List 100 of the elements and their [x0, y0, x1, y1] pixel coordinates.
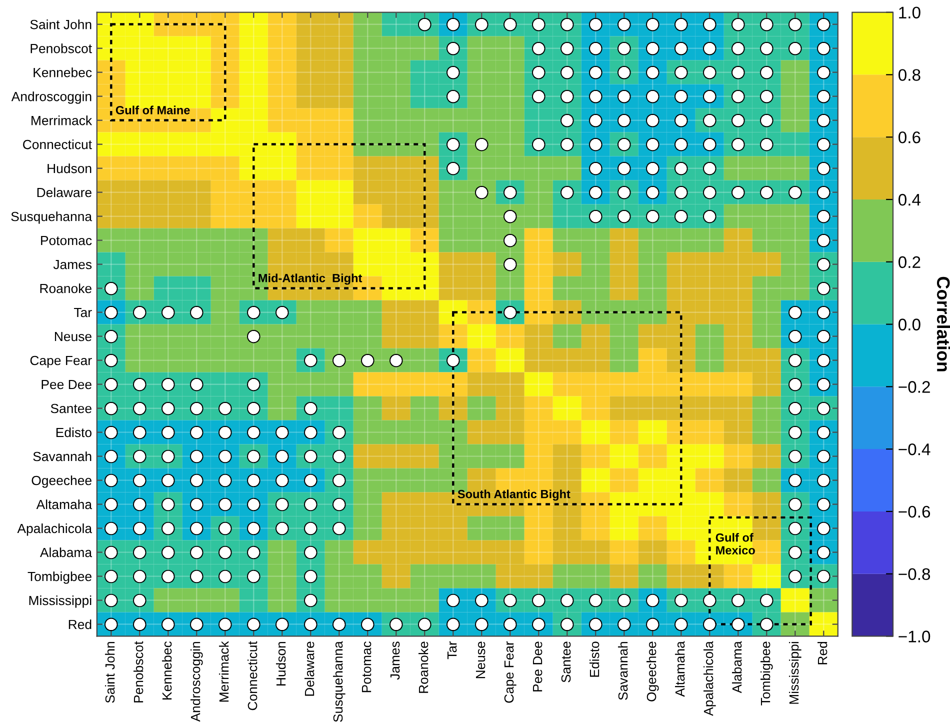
data-label: ● [448, 594, 459, 606]
data-label: ● [647, 42, 658, 54]
data-label: ● [562, 42, 573, 54]
data-label: ● [248, 402, 260, 414]
data-label: ● [704, 162, 716, 174]
data-label: ● [106, 594, 117, 606]
data-label: ● [106, 282, 117, 294]
data-label: ● [676, 18, 687, 30]
y-tick-label: Cape Fear [30, 356, 92, 368]
data-label: ● [476, 138, 488, 150]
data-label: ● [818, 354, 830, 366]
data-label: ● [562, 618, 573, 630]
data-label: ● [647, 138, 658, 150]
data-label: ● [790, 306, 801, 318]
x-tick-label: Potomac [362, 641, 372, 692]
data-label: ● [276, 426, 288, 438]
data-label: ● [618, 618, 630, 630]
y-tick-label: Neuse [54, 332, 92, 342]
data-label: ● [162, 426, 174, 438]
data-label: ● [362, 618, 374, 630]
data-label: ● [676, 138, 687, 150]
y-tick-label: Susquehanna [11, 211, 92, 224]
data-label: ● [134, 426, 146, 438]
data-label: ● [818, 234, 830, 246]
data-label: ● [818, 90, 830, 102]
data-label: ● [818, 186, 830, 198]
data-label: ● [590, 114, 602, 126]
data-label: ● [790, 186, 801, 198]
data-label: ● [248, 426, 260, 438]
data-label: ● [334, 354, 345, 366]
data-label: ● [162, 522, 174, 534]
data-label: ● [220, 426, 231, 438]
y-tick-label: Ogeechee [32, 475, 92, 488]
data-label: ● [647, 66, 658, 78]
data-label: ● [220, 522, 231, 534]
data-label: ● [790, 522, 801, 534]
data-label: ● [790, 546, 801, 558]
data-label: ● [448, 90, 459, 102]
data-label: ● [676, 186, 687, 198]
data-label: ● [590, 138, 602, 150]
data-label: ● [590, 210, 602, 222]
data-label: ● [191, 618, 202, 630]
data-label: ● [106, 306, 117, 318]
y-tick-label: Altamaha [36, 499, 92, 510]
data-label: ● [390, 618, 402, 630]
data-label: ● [618, 210, 630, 222]
y-tick-label: Apalachicola [17, 523, 92, 536]
color-bar-label: 0.8 [898, 69, 920, 81]
x-tick-label: Hudson [276, 642, 286, 686]
data-label: ● [334, 522, 345, 534]
data-label: ● [790, 42, 801, 54]
data-label: ● [476, 18, 488, 30]
data-label: ● [448, 354, 459, 366]
color-bar-label: 0.4 [898, 194, 921, 206]
data-label: ● [818, 426, 830, 438]
data-label: ● [562, 90, 573, 102]
data-label: ● [590, 618, 602, 630]
data-label: ● [818, 498, 830, 510]
color-bar-label: −1.0 [898, 630, 930, 642]
data-label: ● [162, 402, 174, 414]
y-tick-label: Edisto [56, 427, 92, 438]
data-label: ● [704, 42, 716, 54]
data-label: ● [191, 474, 202, 486]
data-label: ● [106, 450, 117, 462]
y-tick-label: Androscoggin [11, 92, 92, 104]
color-bar-label: −0.6 [898, 506, 930, 518]
data-label: ● [248, 378, 260, 390]
x-tick-label: Apalachicola [704, 641, 716, 716]
data-label: ● [191, 306, 202, 318]
data-label: ● [504, 186, 516, 198]
x-tick-label: Penobscot [134, 641, 144, 702]
data-label: ● [704, 114, 716, 126]
y-tick-label: Hudson [48, 163, 92, 174]
x-tick-label: Delaware [304, 642, 314, 696]
data-label: ● [305, 522, 316, 534]
data-label: ● [162, 306, 174, 318]
x-tick-label: Mississippi [789, 642, 802, 704]
data-label: ● [504, 210, 516, 222]
data-label: ● [590, 594, 602, 606]
data-label: ● [761, 138, 772, 150]
data-label: ● [248, 306, 260, 318]
data-label: ● [676, 114, 687, 126]
data-label: ● [533, 66, 544, 78]
data-label: ● [419, 618, 430, 630]
data-label: ● [220, 474, 231, 486]
data-label: ● [334, 498, 345, 510]
data-label: ● [732, 186, 744, 198]
x-tick-label: Santee [561, 642, 571, 682]
data-label: ● [704, 66, 716, 78]
data-label: ● [533, 18, 544, 30]
data-label: ● [276, 474, 288, 486]
x-tick-label: Neuse [476, 642, 486, 678]
data-label: ● [448, 66, 459, 78]
data-label: ● [162, 498, 174, 510]
data-label: ● [448, 162, 459, 174]
data-label: ● [818, 306, 830, 318]
data-label: ● [134, 474, 146, 486]
data-label: ● [732, 90, 744, 102]
data-label: ● [448, 18, 459, 30]
data-label: ● [162, 474, 174, 486]
